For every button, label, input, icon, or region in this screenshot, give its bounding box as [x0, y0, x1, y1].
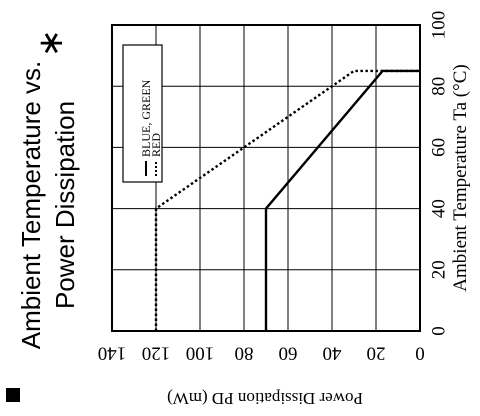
- chart-title-line2: Power Dissipation: [50, 101, 80, 309]
- x-tick-label: 60: [428, 138, 449, 157]
- y-tick-label: 80: [235, 343, 254, 364]
- plot-frame: [111, 24, 421, 332]
- y-tick-label: 0: [415, 343, 425, 364]
- y-tick-label: 40: [323, 343, 342, 364]
- x-axis-label: Ambient Temperature Ta (°C): [450, 64, 471, 291]
- x-tick-label: 40: [428, 199, 449, 218]
- y-tick-labels: 0 20 40 60 80 100 120 140: [98, 343, 425, 364]
- x-tick-label: 100: [428, 11, 449, 40]
- series-line-blue-green: [264, 69, 420, 331]
- bullet-square: [6, 388, 20, 402]
- chart-title-line1: Ambient Temperature vs.: [16, 61, 46, 350]
- series-layer: [154, 69, 420, 331]
- legend: BLUE, GREEN RED: [122, 44, 163, 183]
- y-tick-label: 20: [367, 343, 386, 364]
- x-tick-label: 20: [428, 260, 449, 279]
- asterisk-mark: ∗: [32, 29, 70, 58]
- y-tick-label: 140: [98, 343, 127, 364]
- x-tick-labels: 0 20 40 60 80 100: [428, 11, 449, 336]
- legend-box: [122, 44, 163, 183]
- y-tick-label: 120: [142, 343, 171, 364]
- x-tick-label: 80: [428, 77, 449, 96]
- series-line-red: [154, 69, 420, 331]
- y-axis-label: Power Dissipation PD (mW): [167, 389, 363, 408]
- legend-label-blue-green: BLUE, GREEN: [139, 79, 153, 157]
- x-tick-label: 0: [428, 326, 449, 336]
- legend-label-red: RED: [149, 133, 163, 157]
- y-tick-label: 100: [186, 343, 215, 364]
- y-tick-label: 60: [279, 343, 298, 364]
